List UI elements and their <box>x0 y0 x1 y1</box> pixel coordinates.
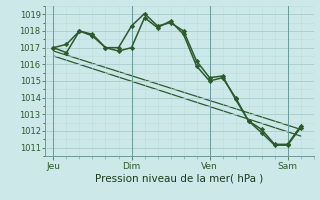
X-axis label: Pression niveau de la mer( hPa ): Pression niveau de la mer( hPa ) <box>95 173 263 183</box>
